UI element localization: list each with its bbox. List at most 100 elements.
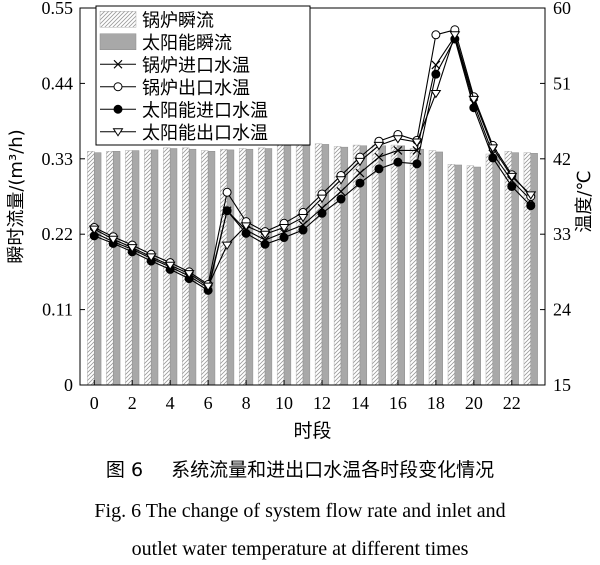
bar-solar-flow [302,145,311,386]
point-boiler-inlet [336,187,346,196]
point-solar-outlet [145,253,157,262]
point-solar-outlet [126,244,138,253]
point-boiler-inlet [431,60,441,70]
point-solar-outlet [183,270,195,279]
y-axis-right-title: 温度/℃ [574,170,595,232]
x-tick-label: 10 [275,393,293,413]
bar-solar-flow [530,153,538,386]
legend-swatch [99,33,137,50]
point-solar-inlet [298,225,308,235]
point-solar-inlet [260,239,270,249]
bar-boiler-flow [314,143,323,386]
bar-solar-flow [283,144,292,386]
legend-label: 太阳能瞬流 [142,33,232,54]
legend-label: 锅炉进口水温 [142,55,250,76]
legend-marker [113,82,123,92]
point-solar-inlet [507,181,517,191]
bar-solar-flow [245,148,254,386]
point-solar-outlet [411,138,423,147]
bar-boiler-flow [428,150,437,386]
bar-boiler-flow [371,144,380,386]
legend-marker [113,104,123,114]
point-solar-outlet [449,31,461,40]
point-solar-outlet [88,225,100,235]
bar-boiler-flow [144,149,152,386]
x-tick-label: 18 [427,393,445,413]
point-solar-outlet [316,194,328,204]
point-solar-outlet [335,176,347,185]
point-solar-outlet [373,141,385,151]
point-solar-outlet [487,144,499,153]
bar-solar-flow [93,152,102,386]
point-solar-outlet [107,235,119,245]
left-tick-label: 0.44 [42,73,74,93]
point-solar-outlet [221,241,233,251]
bar-boiler-flow [125,150,133,386]
bar-boiler-flow [390,144,399,386]
caption-cn: 图 6 系统流量和进出口水温各时段变化情况 [0,455,600,482]
point-solar-inlet [393,157,403,167]
bar-solar-flow [188,148,197,386]
point-solar-inlet [317,208,327,218]
plot-frame [79,7,546,386]
point-solar-inlet [431,69,441,79]
y-axis-left-title: 瞬时流量/(m³/h) [6,129,27,263]
x-tick-label: 12 [313,393,331,413]
legend-label: 锅炉瞬流 [142,10,214,31]
point-solar-outlet [392,135,404,144]
bar-boiler-flow [87,151,95,386]
point-solar-outlet [259,230,271,240]
bar-boiler-flow [523,152,532,386]
bar-boiler-flow [201,150,209,386]
point-solar-outlet [240,222,252,231]
left-tick-label: 0.22 [42,224,74,244]
bar-boiler-flow [238,148,247,386]
caption-cn-number: 图 6 [105,459,144,481]
x-tick-label: 22 [503,393,521,413]
right-tick-label: 60 [553,0,571,18]
bar-solar-flow [416,148,424,386]
x-tick-label: 8 [242,393,251,413]
bar-solar-flow [226,149,235,386]
caption-cn-text: 系统流量和进出口水温各时段变化情况 [171,459,495,481]
bar-boiler-flow [485,153,494,386]
lines-layer [88,25,537,295]
left-tick-label: 0 [64,375,73,395]
point-boiler-inlet [393,145,403,155]
bar-solar-flow [378,145,387,386]
point-solar-outlet [354,157,366,167]
bar-boiler-flow [409,148,418,386]
x-tick-label: 6 [204,393,213,413]
point-solar-inlet [355,178,365,188]
bar-boiler-flow [257,147,266,386]
bar-solar-flow [150,149,159,386]
legend-marker [113,59,123,69]
right-tick-label: 51 [553,73,571,93]
left-tick-label: 0.33 [42,149,74,169]
point-solar-outlet [525,191,537,200]
right-tick-label: 33 [553,224,571,244]
bar-solar-flow [473,166,481,386]
bar-solar-flow [454,164,462,386]
x-tick-label: 2 [128,393,137,413]
legend-label: 锅炉出口水温 [142,78,250,99]
point-solar-inlet [279,233,289,243]
x-tick-label: 0 [90,393,99,413]
bar-boiler-flow [276,144,285,386]
bar-boiler-flow [466,165,475,386]
bar-solar-flow [131,150,140,386]
left-tick-label: 0.11 [42,300,73,320]
right-tick-label: 42 [553,149,571,169]
bar-solar-flow [264,148,273,386]
x-tick-label: 4 [166,393,175,413]
x-tick-label: 20 [465,393,483,413]
point-boiler-inlet [355,168,365,178]
bar-boiler-flow [106,151,114,386]
point-solar-outlet [468,95,480,105]
bar-solar-flow [435,151,443,386]
point-solar-inlet [412,159,422,169]
bar-solar-flow [321,144,330,386]
point-solar-outlet [430,89,442,99]
